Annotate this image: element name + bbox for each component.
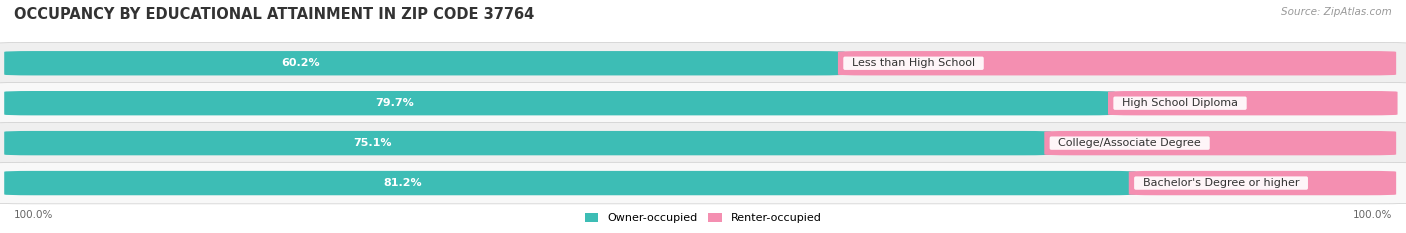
FancyBboxPatch shape [4, 91, 1115, 115]
Text: Bachelor's Degree or higher: Bachelor's Degree or higher [1136, 178, 1306, 188]
Text: OCCUPANCY BY EDUCATIONAL ATTAINMENT IN ZIP CODE 37764: OCCUPANCY BY EDUCATIONAL ATTAINMENT IN Z… [14, 7, 534, 22]
Text: 100.0%: 100.0% [1353, 210, 1392, 220]
Text: High School Diploma: High School Diploma [1115, 98, 1246, 108]
Text: 75.1%: 75.1% [353, 138, 392, 148]
Text: Source: ZipAtlas.com: Source: ZipAtlas.com [1281, 7, 1392, 17]
Text: 79.7%: 79.7% [375, 98, 415, 108]
FancyBboxPatch shape [1045, 131, 1396, 155]
Text: 60.2%: 60.2% [281, 58, 321, 68]
FancyBboxPatch shape [0, 82, 1406, 124]
Text: Less than High School: Less than High School [845, 58, 981, 68]
FancyBboxPatch shape [4, 171, 1136, 195]
FancyBboxPatch shape [4, 51, 845, 75]
FancyBboxPatch shape [0, 162, 1406, 204]
FancyBboxPatch shape [0, 42, 1406, 84]
FancyBboxPatch shape [838, 51, 1396, 75]
Text: College/Associate Degree: College/Associate Degree [1052, 138, 1208, 148]
FancyBboxPatch shape [1108, 91, 1398, 115]
FancyBboxPatch shape [0, 122, 1406, 164]
FancyBboxPatch shape [1129, 171, 1396, 195]
Text: 81.2%: 81.2% [382, 178, 422, 188]
Text: 100.0%: 100.0% [14, 210, 53, 220]
FancyBboxPatch shape [4, 131, 1052, 155]
Legend: Owner-occupied, Renter-occupied: Owner-occupied, Renter-occupied [581, 208, 825, 227]
